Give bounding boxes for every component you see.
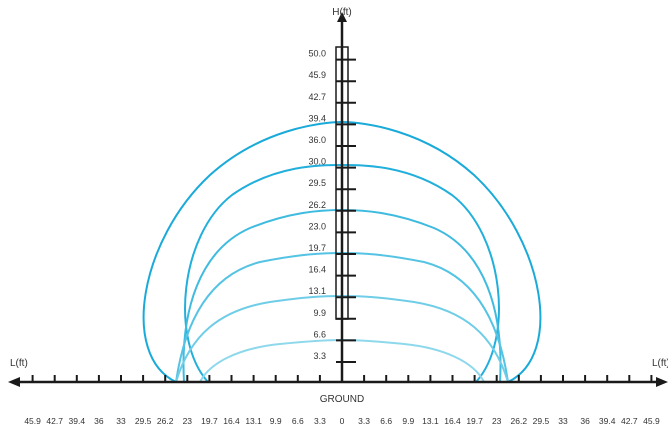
x-tick-label: 13.1 [422, 416, 439, 426]
x-tick-label: 42.7 [621, 416, 638, 426]
l-axis-label-right: L(ft) [652, 358, 668, 369]
x-tick-label: 29.5 [533, 416, 550, 426]
y-tick-label: 45.9 [308, 70, 326, 80]
x-tick-label: 39.4 [69, 416, 86, 426]
vertical-axis-arrow [337, 12, 347, 22]
x-tick-label: 6.6 [380, 416, 392, 426]
x-tick-label: 29.5 [135, 416, 152, 426]
l-axis-label-left: L(ft) [10, 358, 28, 369]
x-tick-label: 26.2 [511, 416, 528, 426]
y-tick-label: 23.0 [308, 221, 326, 231]
y-tick-label: 39.4 [308, 113, 326, 123]
y-tick-label: 9.9 [313, 308, 326, 318]
x-tick-label: 33 [116, 416, 126, 426]
x-tick-label: 19.7 [201, 416, 218, 426]
y-tick-marks [336, 58, 356, 363]
y-tick-label: 42.7 [308, 92, 326, 102]
x-tick-label: 6.6 [292, 416, 304, 426]
x-tick-label: 16.4 [444, 416, 461, 426]
x-tick-label: 23 [183, 416, 193, 426]
x-tick-label: 36 [94, 416, 104, 426]
y-tick-label: 50.0 [308, 49, 326, 59]
x-tick-label: 9.9 [402, 416, 414, 426]
x-tick-label: 33 [558, 416, 568, 426]
y-tick-labels: 3.3 6.6 9.9 13.1 16.4 19.7 23.0 26.2 29.5 30.0 36.… [308, 49, 326, 361]
y-tick-label: 19.7 [308, 243, 326, 253]
x-tick-marks [31, 375, 653, 382]
right-arrow [656, 377, 668, 387]
y-tick-label: 13.1 [308, 286, 326, 296]
x-tick-label: 3.3 [358, 416, 370, 426]
y-tick-label: 6.6 [313, 329, 326, 339]
x-tick-label: 16.4 [223, 416, 240, 426]
y-tick-label: 29.5 [308, 178, 326, 188]
x-tick-label: 26.2 [157, 416, 174, 426]
x-tick-label: 0 [340, 416, 345, 426]
left-arrow [8, 377, 20, 387]
y-tick-label: 3.3 [313, 351, 326, 361]
mast [335, 12, 349, 382]
x-tick-label: 45.9 [24, 416, 41, 426]
ground-axis [8, 377, 668, 387]
x-tick-label: 45.9 [643, 416, 660, 426]
x-tick-label: 39.4 [599, 416, 616, 426]
x-tick-label: 42.7 [46, 416, 63, 426]
ground-label: GROUND [320, 394, 364, 405]
x-tick-labels: 45.9 42.7 39.4 36 33 29.5 26.2 23 19.7 16.4 13.1 9.… [24, 416, 660, 426]
x-tick-label: 13.1 [245, 416, 262, 426]
h-axis-label: H(ft) [332, 7, 351, 18]
y-tick-label: 16.4 [308, 265, 326, 275]
x-tick-label: 3.3 [314, 416, 326, 426]
x-tick-label: 19.7 [466, 416, 483, 426]
y-tick-label: 36.0 [308, 135, 326, 145]
x-tick-label: 36 [580, 416, 590, 426]
x-tick-label: 23 [492, 416, 502, 426]
y-tick-label: 26.2 [308, 200, 326, 210]
x-tick-label: 9.9 [270, 416, 282, 426]
y-tick-label: 30.0 [308, 157, 326, 167]
